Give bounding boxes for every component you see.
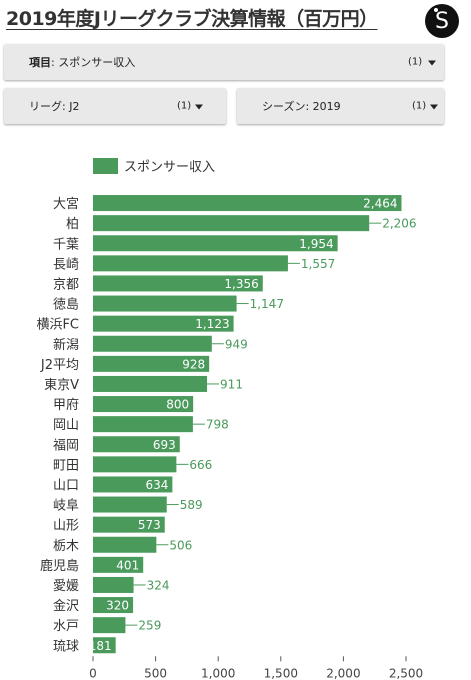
bar[interactable] xyxy=(93,315,234,332)
bar[interactable] xyxy=(93,335,212,352)
data-label: 573 xyxy=(138,518,161,532)
category-label: 岐阜 xyxy=(53,498,79,514)
season-filter-label: シーズン xyxy=(262,100,306,113)
data-label: 800 xyxy=(166,398,189,412)
bar[interactable] xyxy=(93,396,194,413)
bar[interactable] xyxy=(93,496,167,513)
x-tick-label: 1,000 xyxy=(201,666,235,680)
bar[interactable] xyxy=(93,617,126,634)
x-tick-label: 2,000 xyxy=(326,666,360,680)
category-label: 長崎 xyxy=(53,257,79,272)
x-tick-label: 2,500 xyxy=(389,666,423,680)
chevron-down-icon[interactable] xyxy=(430,104,438,110)
brand-logo-icon: S xyxy=(425,4,459,38)
data-label: 401 xyxy=(116,558,139,572)
category-label: 東京V xyxy=(44,377,79,393)
data-label: 1,954 xyxy=(299,237,333,251)
category-label: 山口 xyxy=(53,478,79,493)
bar[interactable] xyxy=(93,275,263,292)
season-filter-count: (1) xyxy=(412,100,427,112)
category-label: 徳島 xyxy=(53,298,79,313)
data-label: 320 xyxy=(106,599,129,613)
data-label: 181 xyxy=(89,639,112,653)
chevron-down-icon[interactable] xyxy=(195,104,203,110)
bar[interactable] xyxy=(93,235,338,252)
data-label: 949 xyxy=(225,337,248,351)
data-label: 911 xyxy=(220,377,243,391)
data-label: 666 xyxy=(189,458,212,472)
category-label: 金沢 xyxy=(53,598,79,614)
bar[interactable] xyxy=(93,215,370,232)
category-label: 新潟 xyxy=(53,337,79,353)
logo-dot xyxy=(434,8,438,12)
bar[interactable] xyxy=(93,576,134,593)
data-label: 1,147 xyxy=(250,297,284,311)
bar[interactable] xyxy=(93,255,288,272)
category-label: J2平均 xyxy=(40,358,79,373)
data-label: 798 xyxy=(206,418,229,432)
item-filter-label: 項目 xyxy=(29,56,51,69)
category-label: 柏 xyxy=(66,217,79,232)
league-filter-count: (1) xyxy=(177,100,192,112)
category-label: 山形 xyxy=(53,519,79,534)
data-label: 506 xyxy=(169,538,192,552)
category-label: 鹿児島 xyxy=(40,558,79,574)
bar[interactable] xyxy=(93,456,177,473)
category-label: 京都 xyxy=(53,277,79,292)
data-label: 1,356 xyxy=(224,277,258,291)
league-filter-label: リーグ xyxy=(29,100,62,113)
bar[interactable] xyxy=(93,556,144,573)
item-filter-value: スポンサー収入 xyxy=(58,56,136,69)
bar[interactable] xyxy=(93,476,173,493)
chevron-down-icon[interactable] xyxy=(428,60,436,66)
category-label: 愛媛 xyxy=(53,579,79,594)
data-label: 2,464 xyxy=(363,197,397,211)
bar[interactable] xyxy=(93,416,193,433)
bar[interactable] xyxy=(93,436,180,453)
item-filter-count: (1) xyxy=(408,56,423,68)
season-filter-dropdown[interactable]: シーズン: 2019 (1) xyxy=(237,88,444,124)
data-label: 693 xyxy=(153,438,176,452)
x-tick-label: 500 xyxy=(144,666,167,680)
season-filter-value: 2019 xyxy=(312,100,341,113)
league-filter-value: J2 xyxy=(69,100,80,113)
x-tick-label: 1,500 xyxy=(264,666,298,680)
category-label: 甲府 xyxy=(53,398,79,413)
legend-swatch xyxy=(93,158,118,174)
data-label: 1,123 xyxy=(195,317,229,331)
bar[interactable] xyxy=(93,637,116,654)
logo-letter: S xyxy=(435,8,449,34)
data-label: 2,206 xyxy=(382,217,416,231)
bar[interactable] xyxy=(93,516,165,533)
page-title: 2019年度Jリーグクラブ決算情報（百万円） xyxy=(6,8,378,30)
category-label: 町田 xyxy=(53,458,79,473)
category-label: 大宮 xyxy=(53,196,79,212)
bar[interactable] xyxy=(93,295,237,312)
bar[interactable] xyxy=(93,375,208,392)
bar[interactable] xyxy=(93,597,134,614)
data-label: 1,557 xyxy=(301,257,335,271)
item-filter-dropdown[interactable]: 項目: スポンサー収入 (1) xyxy=(4,44,444,80)
category-label: 琉球 xyxy=(53,639,79,654)
x-tick-label: 0 xyxy=(89,666,97,680)
bar[interactable] xyxy=(93,355,210,372)
bar[interactable] xyxy=(93,195,402,212)
data-label: 928 xyxy=(182,357,205,371)
category-label: 横浜FC xyxy=(36,318,79,333)
category-label: 岡山 xyxy=(53,418,79,433)
data-label: 259 xyxy=(138,619,161,633)
bar[interactable] xyxy=(93,536,157,553)
category-label: 千葉 xyxy=(53,237,79,252)
category-label: 栃木 xyxy=(53,539,79,554)
legend-label: スポンサー収入 xyxy=(124,160,215,175)
category-label: 水戸 xyxy=(53,619,79,634)
category-label: 福岡 xyxy=(53,438,79,453)
data-label: 589 xyxy=(180,498,203,512)
data-label: 324 xyxy=(147,578,170,592)
league-filter-dropdown[interactable]: リーグ: J2 (1) xyxy=(4,88,226,124)
data-label: 634 xyxy=(145,478,168,492)
